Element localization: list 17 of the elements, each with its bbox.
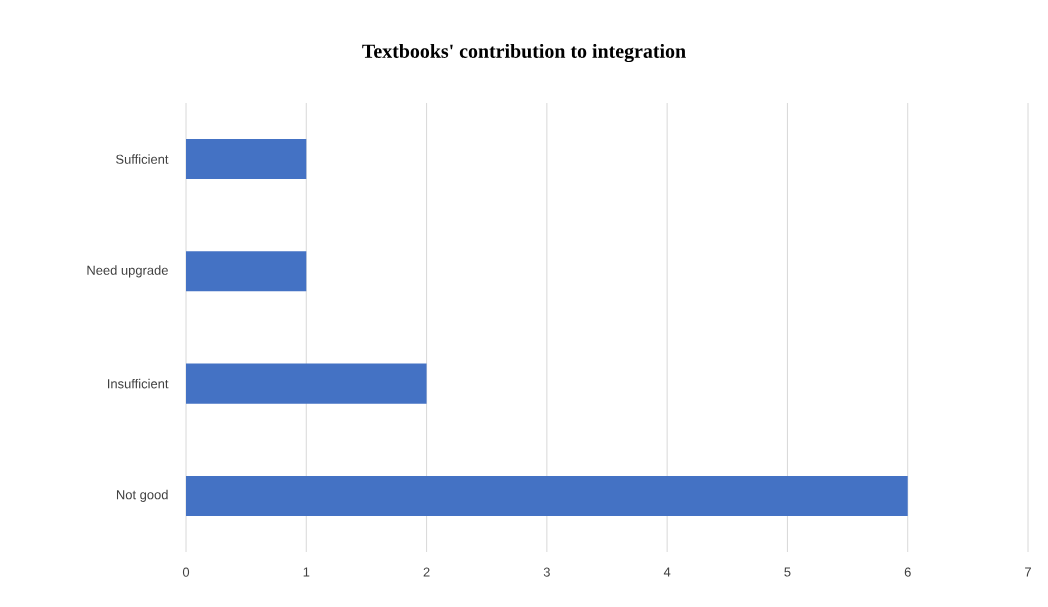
bar bbox=[186, 251, 307, 292]
x-tick-label: 3 bbox=[543, 567, 550, 577]
y-tick-label: Insufficient bbox=[108, 378, 169, 389]
bar bbox=[186, 475, 908, 516]
x-tick-label: 5 bbox=[784, 567, 791, 577]
x-tick-label: 2 bbox=[423, 567, 430, 577]
x-tick-label: 7 bbox=[1025, 567, 1031, 577]
x-tick-label: 6 bbox=[904, 567, 911, 577]
y-tick-label: Sufficient bbox=[116, 154, 169, 164]
bar bbox=[186, 139, 307, 180]
bar bbox=[186, 363, 427, 404]
x-tick-label: 4 bbox=[663, 567, 671, 577]
chart-title: Textbooks' contribution to integration bbox=[362, 43, 686, 63]
x-tick-label: 1 bbox=[303, 567, 310, 577]
x-tick-label: 0 bbox=[182, 567, 190, 577]
y-tick-label: Need upgrade bbox=[87, 265, 168, 278]
y-tick-label: Not good bbox=[116, 489, 168, 502]
